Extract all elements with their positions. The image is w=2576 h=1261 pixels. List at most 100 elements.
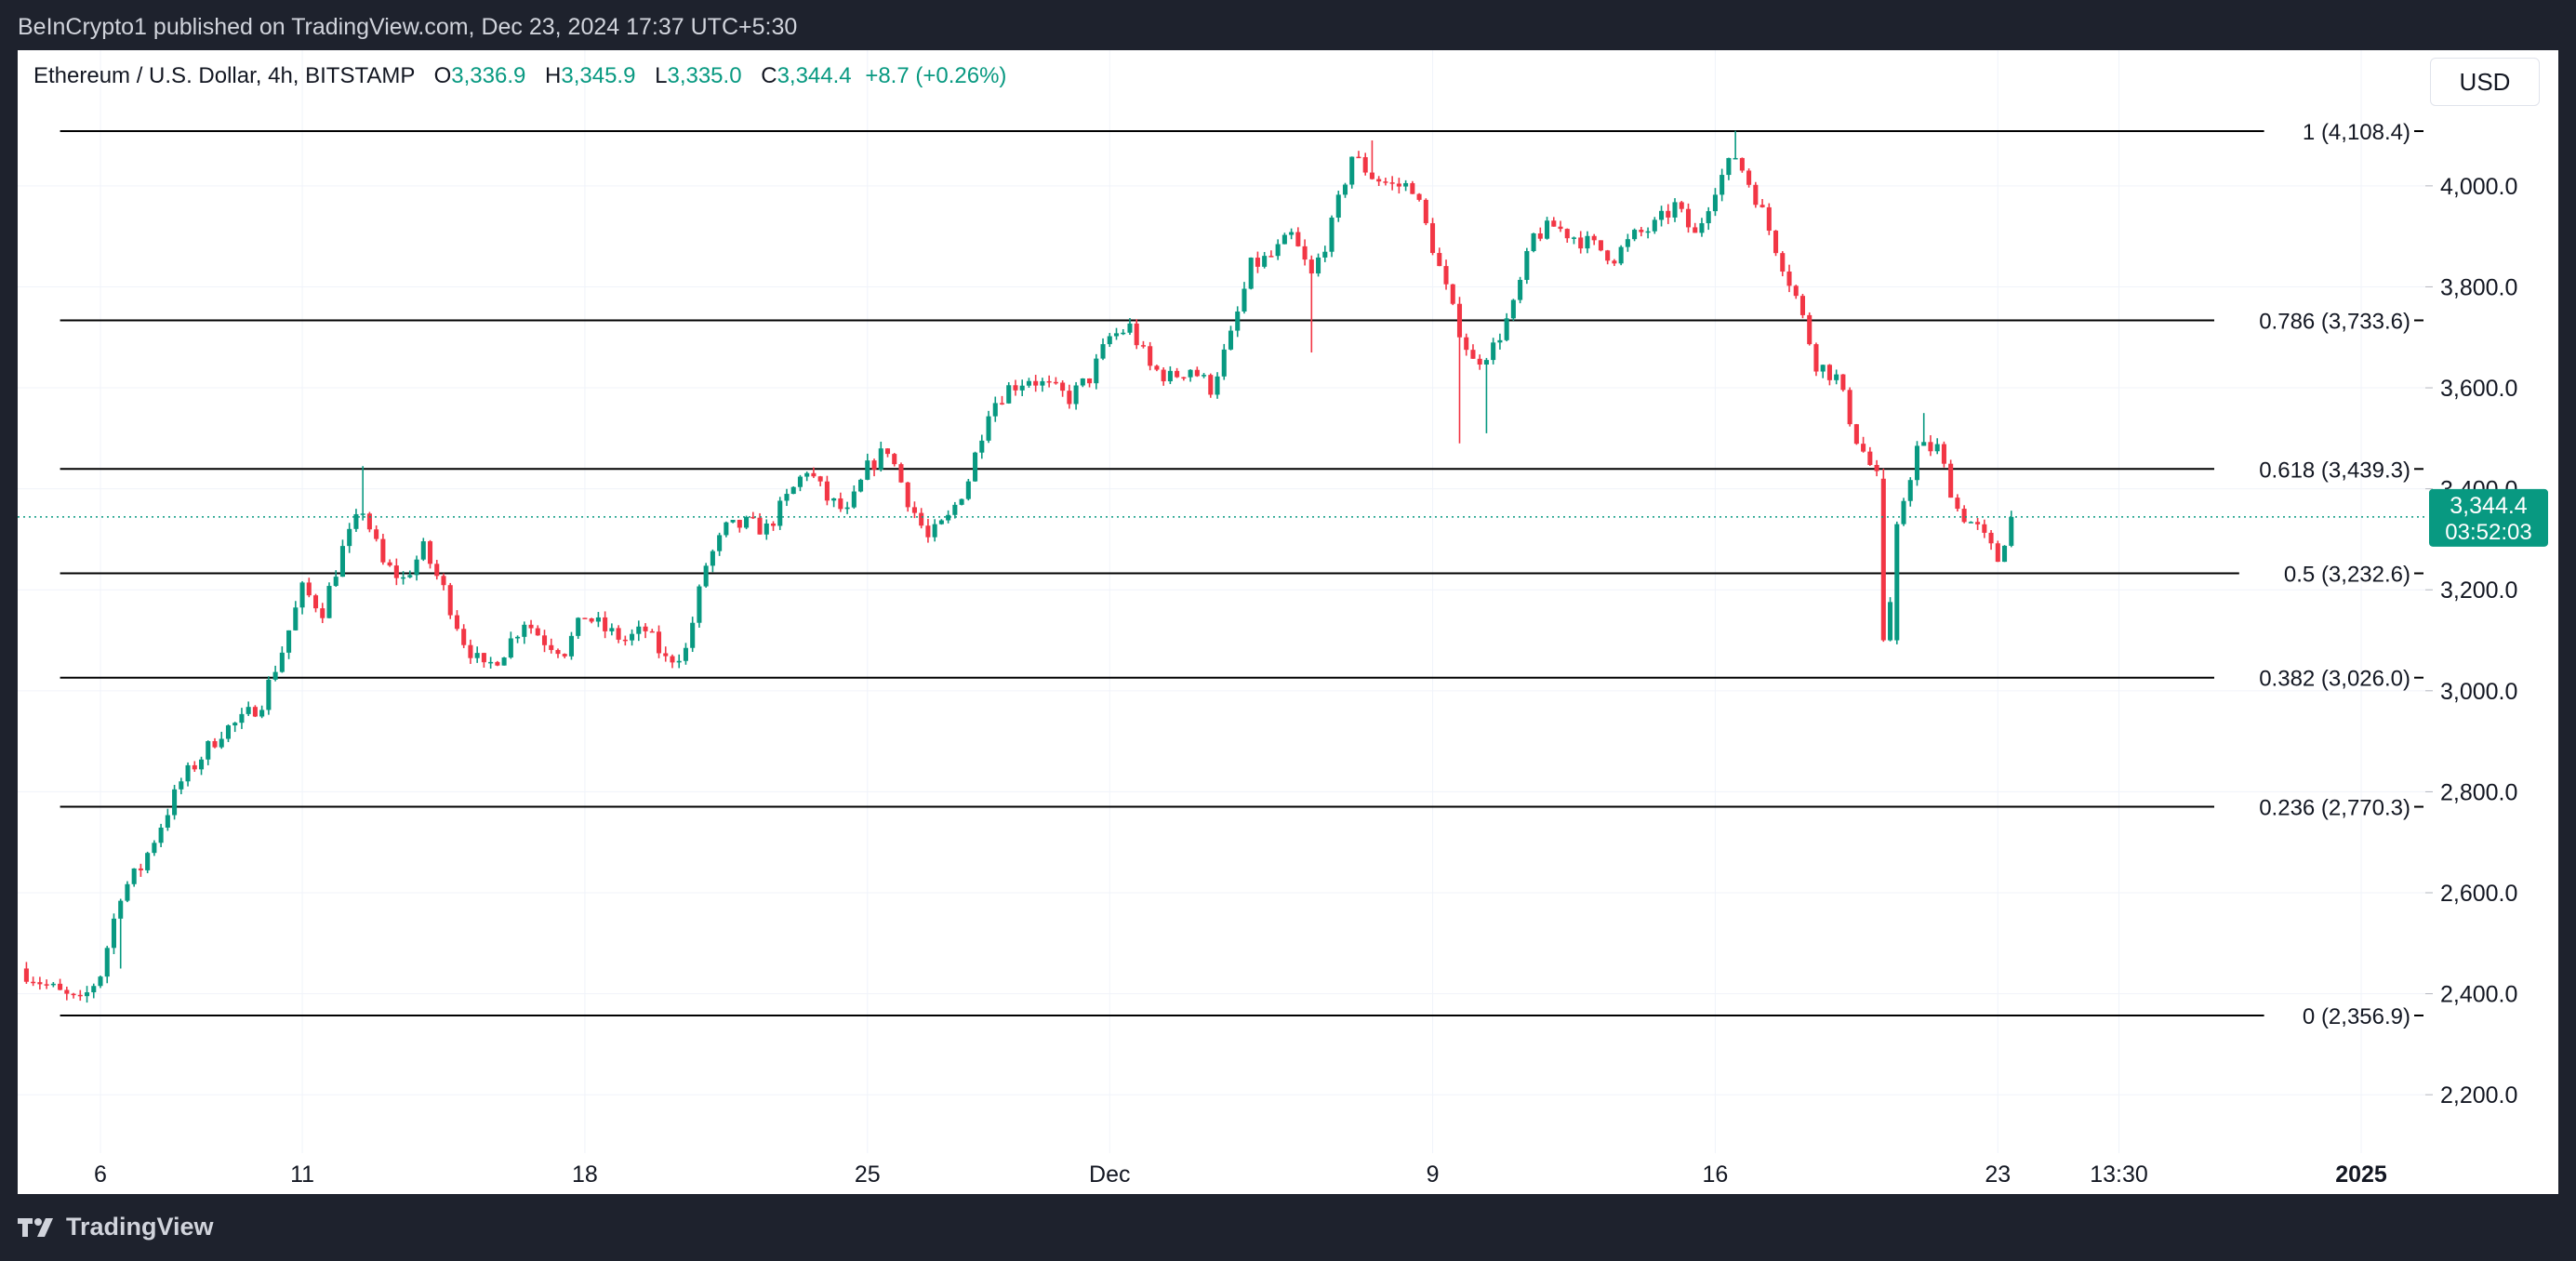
candle-body	[286, 630, 292, 653]
candle-body	[1046, 380, 1052, 383]
candle-body	[1672, 202, 1678, 218]
candle-body	[1531, 233, 1536, 252]
candle-body	[98, 976, 103, 987]
time-axis-label: 23	[1985, 1161, 2011, 1188]
candle-body	[710, 551, 715, 566]
candle-body	[441, 576, 446, 586]
candle-body	[884, 448, 891, 455]
candle-body	[1564, 229, 1570, 239]
candle-body	[1880, 478, 1886, 641]
tradingview-logo-icon	[18, 1217, 53, 1237]
candle-body	[1349, 156, 1355, 185]
candle-body	[1308, 259, 1314, 274]
candle-body	[643, 626, 648, 631]
symbol-name: Ethereum / U.S. Dollar, 4h, BITSTAMP	[33, 63, 415, 88]
tradingview-logo[interactable]: TradingView	[18, 1213, 214, 1241]
candle-body	[1181, 377, 1187, 379]
candle-body	[804, 472, 810, 477]
time-axis-label: 11	[290, 1161, 314, 1188]
candle-body	[522, 624, 527, 637]
candle-body	[1645, 231, 1651, 233]
candle-body	[1342, 184, 1348, 195]
candle-body	[568, 635, 574, 657]
candle-body	[1982, 524, 1987, 533]
candle-body	[999, 403, 1005, 405]
candle-body	[374, 529, 379, 539]
candle-body	[1666, 210, 1671, 218]
candle-body	[965, 481, 971, 499]
candle-body	[630, 633, 635, 641]
candle-body	[1518, 279, 1523, 300]
candle-body	[299, 582, 305, 608]
time-axis-label: 25	[855, 1161, 881, 1188]
currency-button[interactable]: USD	[2430, 58, 2540, 106]
candle-body	[37, 982, 43, 985]
candle-body	[1019, 385, 1025, 391]
fib-level-label: 0.786 (3,733.6)	[2259, 310, 2410, 335]
candle-body	[784, 494, 790, 501]
candle-body	[64, 989, 70, 994]
candle-body	[138, 868, 143, 870]
candle-body	[1497, 339, 1503, 343]
candle-body	[1335, 194, 1341, 218]
candle-body	[185, 764, 191, 782]
candle-body	[1786, 272, 1792, 286]
candle-body	[407, 575, 413, 577]
candle-body	[272, 671, 278, 680]
candle-body	[1799, 296, 1806, 315]
candle-body	[1483, 360, 1489, 365]
candle-body	[1739, 157, 1745, 171]
candle-body	[528, 624, 534, 629]
chart-panel[interactable]: 1 (4,108.4) 0.786 (3,733.6) 0.618 (3,439.3…	[18, 50, 2558, 1194]
candle-body	[1140, 345, 1146, 347]
candle-body	[744, 516, 750, 528]
candle-body	[1780, 253, 1786, 272]
candle-body	[1955, 498, 1960, 510]
time-axis-label: 6	[94, 1161, 107, 1188]
price-axis-label: 3,000.0	[2440, 679, 2517, 705]
candle-body	[770, 523, 777, 526]
candle-body	[797, 476, 803, 487]
candle-body	[488, 661, 494, 664]
candle-body	[1712, 194, 1718, 212]
candle-body	[1807, 314, 1812, 345]
candle-body	[1759, 205, 1765, 207]
candle-body	[1699, 223, 1705, 233]
candle-body	[1208, 375, 1214, 395]
candle-body	[824, 481, 830, 501]
candle-body	[1289, 232, 1295, 235]
candle-body	[239, 713, 245, 723]
last-price-countdown: 03:52:03	[2445, 520, 2531, 545]
candle-body	[1073, 385, 1079, 405]
candle-body	[683, 647, 688, 661]
candle-body	[1914, 445, 1920, 481]
price-axis-label: 2,400.0	[2440, 982, 2517, 1008]
candle-body	[401, 577, 406, 579]
candle-body	[717, 535, 723, 551]
candle-body	[158, 827, 164, 843]
candle-body	[1888, 602, 1893, 641]
candle-body	[501, 657, 507, 666]
candle-body	[380, 538, 386, 563]
time-axis-label: Dec	[1089, 1161, 1130, 1188]
candle-body	[1578, 237, 1584, 249]
candle-body	[1961, 509, 1967, 523]
candle-body	[576, 617, 581, 636]
fib-level-label: 0 (2,356.9)	[2303, 1004, 2410, 1029]
candle-body	[1194, 369, 1200, 377]
high-value: 3,345.9	[561, 63, 636, 88]
candle-body	[145, 853, 151, 870]
candle-body	[986, 416, 991, 441]
candle-body	[1941, 444, 1946, 464]
candle-body	[252, 707, 258, 717]
price-chart[interactable]: 1 (4,108.4) 0.786 (3,733.6) 0.618 (3,439.3…	[18, 50, 2558, 1194]
candle-body	[1410, 182, 1415, 194]
candle-body	[1437, 253, 1442, 267]
candle-body	[1383, 181, 1388, 183]
candle-body	[1100, 344, 1106, 359]
candle-body	[360, 513, 365, 515]
candle-body	[1268, 256, 1274, 258]
candle-body	[393, 565, 399, 578]
candle-body	[1874, 464, 1879, 471]
candle-body	[737, 520, 742, 528]
